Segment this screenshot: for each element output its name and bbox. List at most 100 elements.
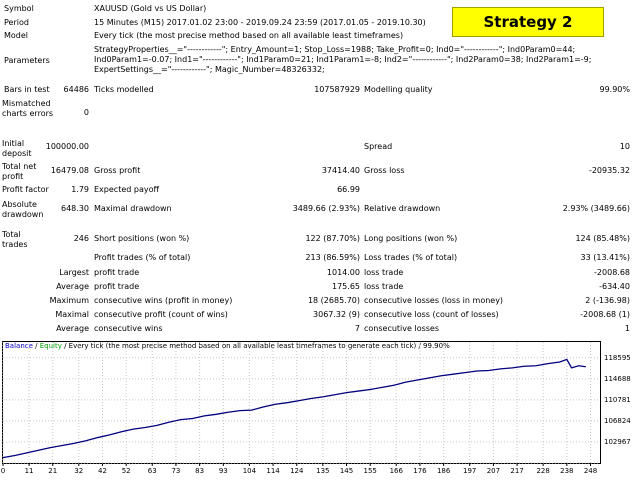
- x-tick-label: 217: [510, 467, 524, 475]
- bars-label: Bars in test: [4, 85, 50, 94]
- relative-drawdown-label: Relative drawdown: [364, 204, 441, 213]
- x-tick-label: 32: [74, 467, 84, 475]
- x-tick-label: 0: [0, 467, 6, 475]
- short-positions-label: Short positions (won %): [94, 234, 190, 243]
- profit-trades-value: 213 (86.59%): [305, 253, 360, 262]
- chart-legend: Balance / Equity / Every tick (the most …: [5, 342, 450, 351]
- relative-drawdown-value: 2.93% (3489.66): [562, 204, 630, 213]
- maximum-label: Maximum: [49, 296, 89, 305]
- maximal-consecutive-loss-label: consecutive loss (count of losses): [364, 310, 499, 319]
- x-tick-label: 155: [363, 467, 377, 475]
- x-tick-label: 73: [171, 467, 181, 475]
- x-tick-label: 114: [266, 467, 280, 475]
- spread-value: 10: [619, 142, 630, 151]
- x-tick-label: 186: [436, 467, 451, 475]
- spread-label: Spread: [364, 142, 393, 151]
- maximal-label: Maximal: [55, 310, 89, 319]
- legend-sep: /: [32, 342, 40, 350]
- largest-profit-trade-label: profit trade: [94, 268, 140, 277]
- avg-consecutive-wins-value: 7: [354, 324, 360, 333]
- average-2-label: Average: [56, 324, 89, 333]
- absolute-drawdown-value: 648.30: [61, 204, 89, 213]
- y-tick-label: 106824: [604, 416, 631, 425]
- balance-line: [2, 358, 586, 459]
- x-tick-label: 83: [195, 467, 205, 475]
- profit-factor-value: 1.79: [71, 185, 89, 194]
- parameters-label: Parameters: [4, 56, 50, 65]
- largest-loss-trade-value: -2008.68: [594, 268, 630, 277]
- maximal-drawdown-label: Maximal drawdown: [94, 204, 172, 213]
- legend-balance: Balance: [5, 342, 33, 350]
- avg-consecutive-losses-value: 1: [624, 324, 630, 333]
- deposit-label: Initial deposit: [2, 139, 32, 158]
- max-consecutive-losses-label: consecutive losses (loss in money): [364, 296, 504, 305]
- y-tick-label: 102967: [604, 437, 631, 446]
- x-tick-label: 93: [218, 467, 228, 475]
- average-profit-trade-label: profit trade: [94, 282, 140, 291]
- expected-payoff-label: Expected payoff: [94, 185, 159, 194]
- legend-rest: / Every tick (the most precise method ba…: [61, 342, 450, 350]
- avg-consecutive-wins-label: consecutive wins: [94, 324, 163, 333]
- ticks-label: Ticks modelled: [94, 85, 154, 94]
- y-tick-label: 110781: [604, 395, 631, 404]
- gross-loss-value: -20935.32: [588, 166, 630, 175]
- symbol-label: Symbol: [4, 4, 34, 13]
- x-tick-label: 21: [48, 467, 58, 475]
- profit-trades-label: Profit trades (% of total): [94, 253, 191, 262]
- model-label: Model: [4, 31, 29, 40]
- gross-profit-value: 37414.40: [321, 166, 360, 175]
- period-value: 15 Minutes (M15) 2017.01.02 23:00 - 2019…: [94, 18, 426, 27]
- x-tick-label: 124: [290, 467, 304, 475]
- short-positions-value: 122 (87.70%): [305, 234, 360, 243]
- loss-trades-label: Loss trades (% of total): [364, 253, 458, 262]
- net-profit-label: Total net profit: [2, 162, 37, 181]
- loss-trades-value: 33 (13.41%): [580, 253, 630, 262]
- average-profit-trade-value: 175.65: [332, 282, 360, 291]
- balance-equity-chart: [2, 342, 600, 466]
- model-value: Every tick (the most precise method base…: [94, 31, 404, 40]
- x-tick-label: 248: [583, 467, 598, 475]
- gross-profit-label: Gross profit: [94, 166, 141, 175]
- deposit-value: 100000.00: [45, 142, 89, 151]
- average-label: Average: [56, 282, 89, 291]
- x-tick-label: 135: [316, 467, 330, 475]
- mismatch-label: Mismatched charts errors: [2, 99, 54, 118]
- max-consecutive-wins-value: 18 (2685.70): [307, 296, 360, 305]
- avg-consecutive-losses-label: consecutive losses: [364, 324, 440, 333]
- average-loss-trade-value: -634.40: [599, 282, 630, 291]
- largest-label: Largest: [59, 268, 89, 277]
- quality-value: 99.90%: [599, 85, 630, 94]
- x-tick-label: 145: [339, 467, 354, 475]
- expected-payoff-value: 66.99: [337, 185, 360, 194]
- x-tick-label: 176: [413, 467, 427, 475]
- largest-profit-trade-value: 1014.00: [326, 268, 360, 277]
- quality-label: Modelling quality: [364, 85, 433, 94]
- total-trades-value: 246: [73, 234, 89, 243]
- y-tick-label: 118595: [604, 353, 631, 362]
- x-tick-label: 238: [560, 467, 574, 475]
- legend-equity: Equity: [39, 342, 62, 350]
- x-tick-label: 207: [486, 467, 501, 475]
- gross-loss-label: Gross loss: [364, 166, 405, 175]
- net-profit-value: 16479.08: [50, 166, 89, 175]
- max-consecutive-losses-value: 2 (-136.98): [585, 296, 630, 305]
- maximal-drawdown-value: 3489.66 (2.93%): [292, 204, 360, 213]
- ticks-value: 107587929: [314, 85, 360, 94]
- bars-value: 64486: [63, 85, 89, 94]
- maximal-consecutive-profit-value: 3067.32 (9): [313, 310, 360, 319]
- mismatch-value: 0: [83, 108, 89, 117]
- period-label: Period: [4, 18, 29, 27]
- x-tick-label: 42: [98, 467, 107, 475]
- x-tick-label: 228: [536, 467, 550, 475]
- largest-loss-trade-label: loss trade: [364, 268, 404, 277]
- x-tick-label: 104: [242, 467, 257, 475]
- maximal-consecutive-profit-label: consecutive profit (count of wins): [94, 310, 228, 319]
- profit-factor-label: Profit factor: [2, 185, 49, 194]
- absolute-drawdown-label: Absolute drawdown: [2, 200, 44, 219]
- maximal-consecutive-loss-value: -2008.68 (1): [580, 310, 630, 319]
- average-loss-trade-label: loss trade: [364, 282, 404, 291]
- x-tick-label: 11: [24, 467, 34, 475]
- y-tick-label: 114688: [604, 374, 631, 383]
- strategy-badge: Strategy 2: [452, 7, 604, 37]
- x-tick-label: 197: [463, 467, 477, 475]
